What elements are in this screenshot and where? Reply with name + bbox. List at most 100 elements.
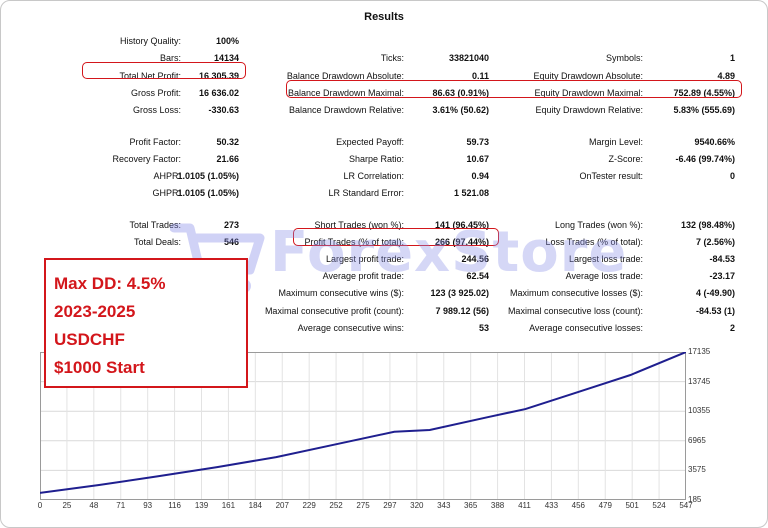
y-tick-label: 13745 xyxy=(688,376,711,386)
col1-value: 21.66 xyxy=(216,154,239,164)
x-tick-label: 343 xyxy=(437,501,451,510)
col1-label: Total Deals: xyxy=(133,237,181,247)
col2-label: Short Trades (won %): xyxy=(314,220,404,230)
y-tick-label: 6965 xyxy=(688,435,706,445)
callout-max-dd: Max DD: 4.5% xyxy=(54,274,166,293)
x-tick-label: 365 xyxy=(463,501,478,510)
col2-value: 0.11 xyxy=(471,71,489,81)
col1-value: 50.32 xyxy=(216,137,239,147)
col2-value: 86.63 (0.91%) xyxy=(432,88,489,98)
col2-value: 59.73 xyxy=(466,137,489,147)
col3-label: Loss Trades (% of total): xyxy=(545,237,643,247)
x-tick-label: 479 xyxy=(598,501,612,510)
x-tick-label: 71 xyxy=(116,501,126,510)
highlight-total-net-profit xyxy=(82,62,246,79)
col1-value: 1.0105 (1.05%) xyxy=(177,171,239,181)
x-tick-label: 161 xyxy=(221,501,236,510)
col1-label: Bars: xyxy=(159,53,181,63)
x-tick-label: 48 xyxy=(89,501,99,510)
x-tick-label: 388 xyxy=(490,501,505,510)
col3-label: Symbols: xyxy=(605,53,643,63)
x-tick-label: 252 xyxy=(329,501,343,510)
col3-label: Long Trades (won %): xyxy=(554,220,643,230)
col2-value: 7 989.12 (56) xyxy=(435,306,489,316)
y-tick-label: 3575 xyxy=(688,465,706,475)
y-tick-label: 10355 xyxy=(688,406,711,416)
col3-value: -6.46 (99.74%) xyxy=(675,154,735,164)
col3-value: 132 (98.48%) xyxy=(680,220,735,230)
col3-value: 752.89 (4.55%) xyxy=(673,88,735,98)
col1-label: Total Trades: xyxy=(129,220,181,230)
x-tick-label: 547 xyxy=(679,501,693,510)
col1-value: 16 305.39 xyxy=(198,71,239,81)
col3-value: 2 xyxy=(729,323,735,333)
col2-label: Balance Drawdown Absolute: xyxy=(286,71,404,81)
col2-label: Balance Drawdown Maximal: xyxy=(287,88,404,98)
col2-label: Largest profit trade: xyxy=(325,254,404,264)
x-tick-label: 433 xyxy=(544,501,559,510)
col1-label: AHPR: xyxy=(153,171,181,181)
x-tick-label: 275 xyxy=(356,501,370,510)
col2-label: Sharpe Ratio: xyxy=(348,154,404,164)
col2-value: 244.56 xyxy=(461,254,489,264)
col3-value: 1 xyxy=(729,53,735,63)
col1-value: 546 xyxy=(223,237,239,247)
col2-value: 3.61% (50.62) xyxy=(432,105,489,115)
col2-value: 33821040 xyxy=(448,53,489,63)
col3-label: Maximal consecutive loss (count): xyxy=(507,306,643,316)
col1-value: 273 xyxy=(223,220,239,230)
x-tick-label: 93 xyxy=(143,501,153,510)
summary-callout: Max DD: 4.5% 2023-2025 USDCHF $1000 Star… xyxy=(44,258,248,388)
col1-value: 100% xyxy=(215,36,239,46)
col3-label: Average consecutive losses: xyxy=(529,323,643,333)
x-tick-label: 116 xyxy=(168,501,181,510)
callout-period: 2023-2025 xyxy=(54,302,136,321)
col2-label: Maximal consecutive profit (count): xyxy=(264,306,404,316)
col1-value: 1.0105 (1.05%) xyxy=(177,188,239,198)
col3-value: -23.17 xyxy=(709,271,735,281)
col3-label: Margin Level: xyxy=(588,137,643,147)
col3-value: 7 (2.56%) xyxy=(695,237,735,247)
highlight-profit-trades xyxy=(293,228,499,246)
col1-label: GHPR: xyxy=(152,188,181,198)
callout-symbol: USDCHF xyxy=(54,330,125,349)
col2-label: Maximum consecutive wins ($): xyxy=(278,288,404,298)
col3-value: 4 (-49.90) xyxy=(695,288,735,298)
col3-label: OnTester result: xyxy=(579,171,643,181)
col2-label: LR Standard Error: xyxy=(328,188,404,198)
col3-value: 4.89 xyxy=(717,71,735,81)
x-tick-label: 320 xyxy=(410,501,424,510)
col3-label: Maximum consecutive losses ($): xyxy=(509,288,643,298)
col3-label: Z-Score: xyxy=(608,154,643,164)
x-tick-label: 229 xyxy=(302,501,316,510)
col1-label: Gross Loss: xyxy=(132,105,181,115)
y-tick-label: 185 xyxy=(688,495,702,504)
watermark-logo: ForexStore xyxy=(169,218,626,302)
y-tick-label: 17135 xyxy=(688,347,711,356)
col1-label: Gross Profit: xyxy=(130,88,181,98)
x-tick-label: 184 xyxy=(248,501,262,510)
col1-value: -330.63 xyxy=(208,105,239,115)
x-tick-label: 0 xyxy=(37,501,43,510)
col2-value: 62.54 xyxy=(466,271,489,281)
col2-label: Expected Payoff: xyxy=(336,137,404,147)
col3-value: 5.83% (555.69) xyxy=(673,105,735,115)
chart-border xyxy=(40,352,686,500)
col3-label: Equity Drawdown Absolute: xyxy=(533,71,643,81)
balance-line xyxy=(40,352,686,494)
col3-value: 0 xyxy=(729,171,735,181)
x-tick-label: 501 xyxy=(625,501,639,510)
col3-value: -84.53 (1) xyxy=(695,306,735,316)
col2-value: 0.94 xyxy=(471,171,489,181)
report-title: Results xyxy=(364,11,404,23)
col2-value: 10.67 xyxy=(466,154,489,164)
x-tick-label: 297 xyxy=(383,501,397,510)
col2-value: 266 (97.44%) xyxy=(434,237,489,247)
col1-value: 14134 xyxy=(213,53,239,63)
callout-start: $1000 Start xyxy=(54,358,145,377)
col3-label: Largest loss trade: xyxy=(568,254,643,264)
watermark-text: ForexStore xyxy=(270,220,628,285)
x-tick-label: 139 xyxy=(194,501,209,510)
col2-value: 123 (3 925.02) xyxy=(430,288,489,298)
highlight-drawdown-maximal xyxy=(286,80,742,98)
